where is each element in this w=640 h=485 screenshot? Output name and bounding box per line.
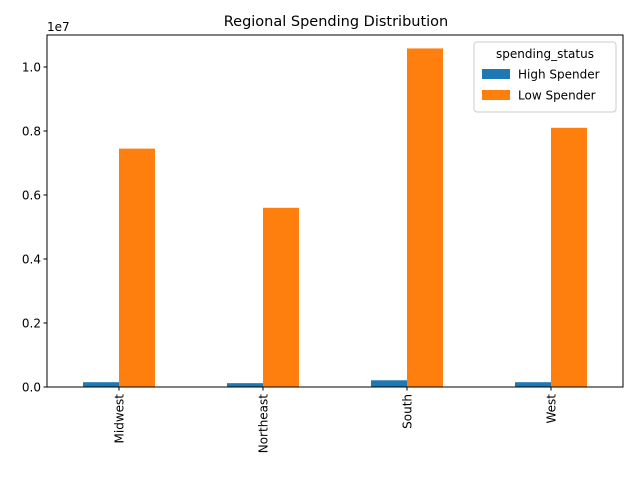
legend-swatch-high-spender: [482, 69, 510, 79]
y-tick-label: 1.0: [22, 61, 41, 75]
y-tick-label: 0.6: [22, 189, 41, 203]
legend-title: spending_status: [496, 47, 594, 61]
legend-label-low-spender: Low Spender: [518, 89, 596, 103]
y-axis-offset-label: 1e7: [47, 20, 70, 34]
bar-low-spender-west: [551, 127, 587, 388]
x-tick-label: South: [401, 394, 415, 429]
bar-low-spender-south: [407, 48, 443, 387]
legend-label-high-spender: High Spender: [518, 68, 600, 82]
legend: spending_status High Spender Low Spender: [473, 41, 617, 113]
y-axis: 0.0 0.2 0.4 0.6 0.8 1.0: [22, 61, 47, 395]
y-tick-label: 0.4: [22, 253, 41, 267]
x-tick-label: Northeast: [257, 394, 271, 454]
bar-low-spender-northeast: [263, 207, 299, 387]
x-tick-label: West: [545, 394, 559, 424]
chart-title: Regional Spending Distribution: [224, 14, 449, 30]
legend-swatch-low-spender: [482, 90, 510, 100]
bars-group: [83, 48, 587, 388]
x-tick-label: Midwest: [113, 394, 127, 444]
bar-high-spender-south: [371, 380, 407, 387]
bar-high-spender-west: [515, 382, 551, 387]
y-tick-label: 0.2: [22, 317, 41, 331]
y-tick-label: 0.8: [22, 125, 41, 139]
bar-high-spender-northeast: [227, 383, 263, 387]
plot-frame: [46, 34, 624, 388]
y-tick-label: 0.0: [22, 381, 41, 395]
bar-high-spender-midwest: [83, 382, 119, 387]
x-axis: Midwest Northeast South West: [113, 387, 559, 453]
bar-low-spender-midwest: [119, 148, 155, 387]
